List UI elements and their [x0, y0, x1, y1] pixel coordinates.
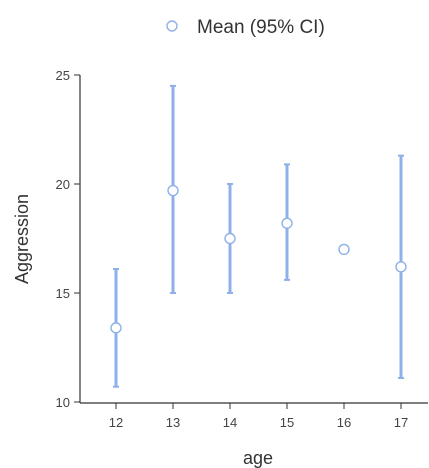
mean-point: [281, 217, 293, 229]
y-axis-title: Aggression: [12, 194, 32, 284]
mean-point: [110, 322, 122, 334]
x-axis-title: age: [243, 448, 273, 468]
legend: Mean (95% CI): [166, 17, 325, 38]
x-tick-label: 14: [223, 415, 237, 430]
error-bars: [113, 84, 404, 388]
mean-point: [338, 243, 350, 256]
points: [110, 184, 407, 334]
x-tick-label: 12: [109, 415, 123, 430]
mean-point: [167, 184, 179, 197]
legend-label: Mean (95% CI): [197, 17, 325, 38]
mean-point: [224, 232, 236, 245]
mean-point: [395, 261, 407, 273]
y-tick-label: 20: [56, 177, 70, 192]
x-tick-label: 16: [337, 415, 351, 430]
y-tick-label: 15: [56, 286, 70, 301]
x-tick-label: 17: [394, 415, 408, 430]
y-ticks: 10 15 20 25: [56, 68, 80, 410]
x-ticks: 12 13 14 15 16 17: [109, 403, 408, 430]
legend-marker: [166, 20, 178, 32]
x-tick-label: 13: [166, 415, 180, 430]
y-tick-label: 25: [56, 68, 70, 83]
y-tick-label: 10: [56, 395, 70, 410]
x-tick-label: 15: [280, 415, 294, 430]
